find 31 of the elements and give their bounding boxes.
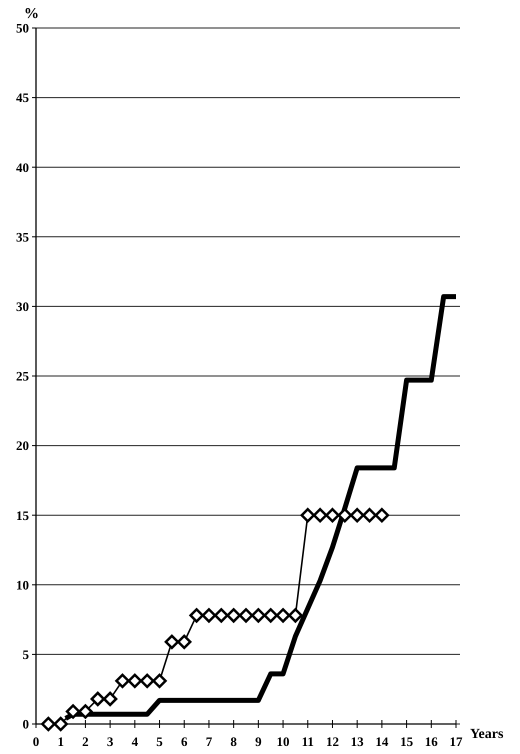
x-tick-label: 15 <box>400 734 414 749</box>
x-tick-label: 7 <box>206 734 213 749</box>
x-tick-label: 8 <box>230 734 238 749</box>
y-tick-label: 0 <box>22 716 29 732</box>
x-tick-label: 14 <box>375 734 389 749</box>
x-tick-label: 12 <box>326 734 339 749</box>
y-tick-label: 40 <box>16 160 29 175</box>
x-tick-label: 11 <box>302 734 314 749</box>
x-tick-label: 13 <box>350 734 364 749</box>
x-tick-label: 1 <box>57 734 64 749</box>
y-tick-label: 10 <box>16 577 29 592</box>
y-tick-label: 50 <box>16 20 29 36</box>
x-axis-title: Years <box>470 727 504 742</box>
x-tick-label: 2 <box>82 734 89 749</box>
x-tick-label: 17 <box>450 734 463 749</box>
x-tick-label: 5 <box>156 734 164 749</box>
y-tick-label: 20 <box>16 438 29 454</box>
x-tick-label: 16 <box>424 734 438 749</box>
x-tick-label: 3 <box>106 734 114 749</box>
x-tick-label: 9 <box>255 734 262 749</box>
y-axis-title: % <box>24 6 39 22</box>
x-tick-label: 10 <box>276 734 290 749</box>
y-tick-label: 25 <box>16 368 30 384</box>
x-tick-label: 0 <box>32 734 40 749</box>
y-tick-label: 5 <box>22 646 30 662</box>
y-tick-label: 30 <box>16 298 29 314</box>
x-tick-label: 4 <box>132 734 139 749</box>
x-tick-label: 6 <box>180 734 188 749</box>
y-tick-label: 15 <box>16 508 30 523</box>
y-tick-label: 45 <box>16 90 30 106</box>
y-tick-label: 35 <box>16 229 30 244</box>
